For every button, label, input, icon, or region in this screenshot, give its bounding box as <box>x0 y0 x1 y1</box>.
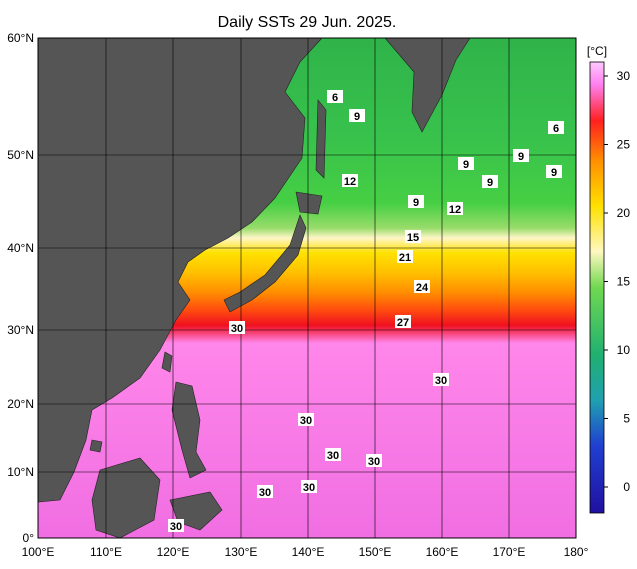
contour-label: 9 <box>354 111 360 123</box>
contour-label-box <box>513 149 529 162</box>
x-axis-label: 100°E <box>22 545 55 559</box>
contour-label: 30 <box>300 415 312 427</box>
contour-label-box <box>349 109 365 122</box>
contour-label-box <box>257 485 273 498</box>
contour-label-box <box>408 195 424 208</box>
contour-label: 21 <box>399 252 411 264</box>
contour-label: 30 <box>327 450 339 462</box>
contour-label-box <box>301 480 317 493</box>
y-axis-label: 20°N <box>7 397 34 411</box>
contour-label-box <box>447 202 463 215</box>
contour-label: 30 <box>435 375 447 387</box>
colorbar <box>589 61 605 514</box>
y-axis-label: 50°N <box>7 148 34 162</box>
colorbar-tick-label: 10 <box>617 343 631 357</box>
contour-label: 27 <box>397 317 409 329</box>
map-frame <box>37 37 577 539</box>
colorbar-tick-label: 20 <box>617 206 631 220</box>
colorbar-tick-label: 25 <box>617 138 631 152</box>
map-title: Daily SSTs 29 Jun. 2025. <box>218 14 397 31</box>
land <box>37 37 471 539</box>
contour-label: 30 <box>231 323 243 335</box>
colorbar-tick-label: 15 <box>617 275 631 289</box>
contour-label: 9 <box>413 197 419 209</box>
y-axis-label: 60°N <box>7 31 34 45</box>
contour-label: 24 <box>416 282 429 294</box>
y-axis-label: 30°N <box>7 323 34 337</box>
contour-label-box <box>298 413 314 426</box>
contour-label-box <box>342 174 358 187</box>
x-axis-label: 180° <box>564 545 589 559</box>
x-axis-label: 170°E <box>493 545 526 559</box>
contour-label: 12 <box>344 176 356 188</box>
contour-label: 30 <box>303 482 315 494</box>
contour-label-box <box>458 157 474 170</box>
colorbar-tick-label: 30 <box>617 69 631 83</box>
x-axis-label: 140°E <box>292 545 325 559</box>
contour-label: 9 <box>487 177 493 189</box>
contour-label: 30 <box>259 487 271 499</box>
contour-label-box <box>395 315 411 328</box>
contour-label-box <box>229 321 245 334</box>
contour-label: 30 <box>170 521 182 533</box>
contour-label-box <box>366 454 382 467</box>
contour-label-box <box>397 250 413 263</box>
contour-label: 9 <box>518 151 524 163</box>
contour-label-box <box>327 90 343 103</box>
contour-label-box <box>482 175 498 188</box>
y-axis-label: 40°N <box>7 241 34 255</box>
contour-label: 12 <box>449 204 461 216</box>
colorbar-tick-label: 5 <box>623 412 630 426</box>
x-axis-label: 110°E <box>90 545 122 559</box>
y-axis-label: 0° <box>23 531 35 545</box>
contour-label: 6 <box>553 123 559 135</box>
contour-label: 15 <box>407 232 419 244</box>
contour-label-box <box>168 519 184 532</box>
contour-label-box <box>325 448 341 461</box>
contour-label-box <box>414 280 430 293</box>
y-axis-label: 10°N <box>7 465 34 479</box>
contour-label-box <box>548 121 564 134</box>
colorbar-unit: [°C] <box>587 44 607 58</box>
x-axis-label: 130°E <box>225 545 258 559</box>
contour-label: 9 <box>551 167 557 179</box>
contour-label: 9 <box>463 159 469 171</box>
colorbar-tick-label: 0 <box>623 480 630 494</box>
contour-label-box <box>433 373 449 386</box>
contour-label-box <box>546 165 562 178</box>
x-axis-label: 160°E <box>426 545 459 559</box>
contour-label: 30 <box>368 456 380 468</box>
contour-label: 6 <box>332 92 338 104</box>
x-axis-label: 120°E <box>157 545 190 559</box>
contour-label-box <box>405 230 421 243</box>
x-axis-label: 150°E <box>359 545 392 559</box>
